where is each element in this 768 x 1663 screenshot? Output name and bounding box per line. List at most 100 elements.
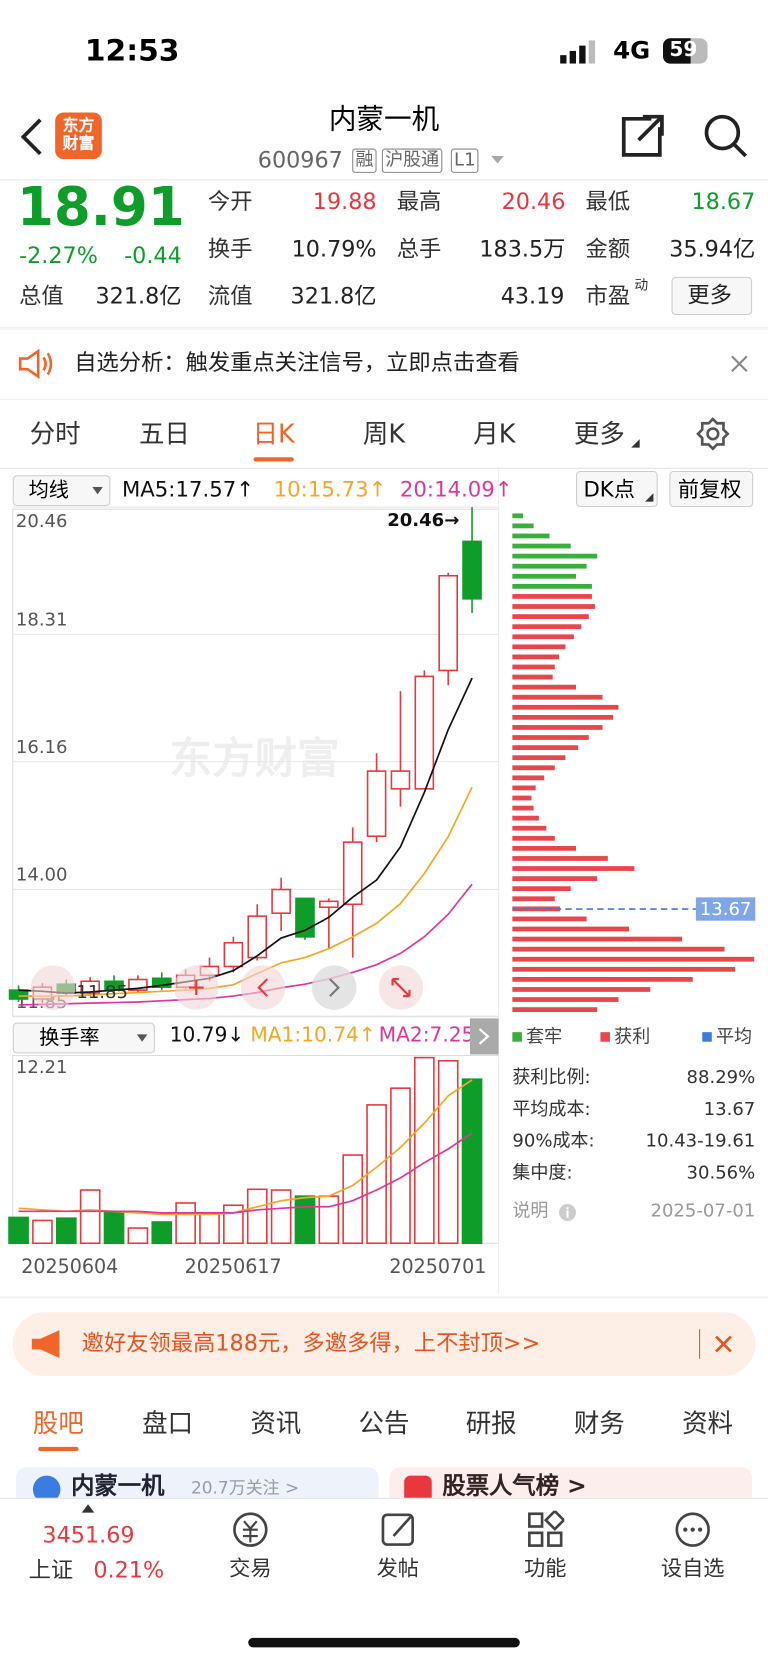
banner-text[interactable]: 自选分析：触发重点关注信号，立即点击查看 [74,350,520,376]
index-value[interactable]: 3451.69 [42,1522,135,1548]
content-tab[interactable]: 资讯 [250,1408,302,1439]
nav-icon[interactable] [526,1510,565,1549]
stat-label: 总值 [19,283,64,309]
chip-stat-value: 30.56% [686,1162,756,1184]
candle-body [414,675,435,790]
nav-label[interactable]: 发帖 [376,1555,420,1581]
dropdown[interactable] [490,155,505,166]
nav-label[interactable]: 设自选 [660,1555,725,1581]
chip-bar [512,543,571,549]
collapse-tab[interactable] [469,1018,499,1055]
stat-value: 20.46 [501,188,566,215]
nav-label[interactable]: 功能 [524,1555,567,1581]
content-tab[interactable]: 股吧 [32,1408,84,1439]
chip-bar [512,815,539,821]
chip-stat-label: 90%成本: [512,1130,595,1153]
y-tick-label: 14.00 [16,865,68,886]
chip-bar [512,805,534,811]
dk-button[interactable]: DK点 [576,470,658,508]
adjust-button[interactable]: 前复权 [669,470,754,508]
chip-bar [512,916,587,922]
chip-bar [512,513,523,519]
candle-body [151,977,172,988]
adjust-label: 前复权 [677,476,742,502]
ma-legend: 10:15.73↑ [273,476,387,502]
nav-icon[interactable] [379,1511,417,1549]
tag: 沪股通 [381,148,443,173]
chip-stat-label: 集中度: [512,1162,573,1184]
chart-controls [30,965,424,1010]
volume-ma-line [18,1079,473,1216]
settings-button[interactable] [696,417,730,451]
dropdown [92,486,103,495]
content-tab[interactable]: 盘口 [142,1408,194,1439]
period-tab[interactable]: 分时 [29,419,81,449]
tag: L1 [450,148,479,173]
period-tab[interactable]: 日K [252,419,295,449]
share-button[interactable] [620,112,667,159]
note[interactable]: 说明 [512,1200,549,1223]
promo-bar[interactable] [12,1312,756,1376]
search-button[interactable] [702,112,749,159]
card-title: 股票人气榜 > [442,1473,587,1500]
legend-swatch [512,1032,522,1042]
chip-bar [512,825,547,831]
stat-label-sup: 动 [634,277,649,294]
period-tab[interactable]: 月K [473,419,516,449]
close-promo[interactable] [714,1334,733,1353]
x-tick-label: 20250617 [185,1255,282,1278]
promo-text[interactable]: 邀好友领最高188元，多邀多得，上不封顶>> [81,1330,541,1356]
y-tick-label: 18.31 [16,610,68,631]
period-tab[interactable]: 五日 [138,419,190,449]
content-tab[interactable]: 研报 [465,1408,517,1439]
volume-select[interactable]: 换手率 [12,1022,155,1054]
home-indicator [248,1637,520,1648]
battery: 59 [663,38,708,64]
volume-bar [413,1056,435,1245]
stat-value: 321.8亿 [290,283,377,309]
nav-icon[interactable] [674,1511,712,1549]
stat-value: 183.5万 [479,236,566,263]
back-button[interactable] [19,117,47,157]
dk-label: DK点 [583,476,635,502]
chip-stat-label: 获利比例: [512,1067,591,1089]
chip-bar [512,714,614,720]
ma-line [18,677,473,994]
content-tab[interactable]: 资料 [682,1408,734,1439]
period-tab[interactable]: 更多 [573,419,625,449]
rewind-button[interactable] [30,965,76,1010]
prev-button[interactable] [240,965,286,1010]
ma-legend: 20:14.09↑ [399,476,513,502]
chip-bar [512,866,635,871]
content-tab[interactable]: 公告 [358,1408,410,1439]
volume-bar [8,1216,29,1245]
chip-bar [512,765,555,771]
chip-bar [512,845,577,851]
period-tab[interactable]: 周K [362,419,406,449]
battery-level: 59 [669,38,698,62]
stat-value: 18.67 [691,188,756,215]
logo-line: 财富 [62,133,95,153]
nav-icon[interactable] [231,1511,269,1549]
next-button[interactable] [311,965,357,1010]
chip-bar [512,886,571,892]
more-triangle [631,439,640,448]
stat-value: 35.94亿 [669,236,756,263]
card-sub: 20.7万关注 > [190,1477,300,1498]
ma-select[interactable]: 均线 [12,475,111,507]
stat-value: 19.88 [312,188,377,215]
logo: 东方 财富 [55,112,102,160]
chip-bar [512,966,736,972]
more-button[interactable]: 更多 [671,276,753,316]
close-banner[interactable] [730,354,749,373]
chip-bar [512,896,555,902]
volume-bar [270,1189,292,1245]
chip-bar [512,795,532,801]
chip-bar [512,553,598,559]
stat-label: 流值 [207,283,253,309]
content-tab[interactable]: 财务 [573,1408,625,1439]
y-tick-label: 20.46 [16,511,68,532]
change: -0.44 [124,242,182,269]
nav-label[interactable]: 交易 [229,1555,272,1581]
